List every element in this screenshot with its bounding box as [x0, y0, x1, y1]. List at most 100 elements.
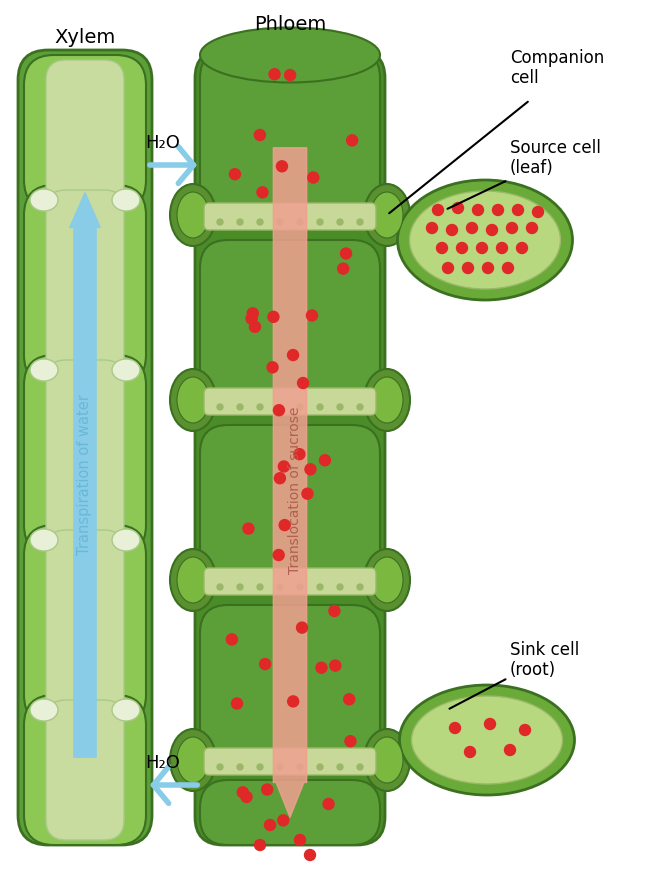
Circle shape	[432, 205, 443, 215]
Circle shape	[241, 791, 252, 803]
Circle shape	[357, 584, 363, 590]
FancyBboxPatch shape	[204, 203, 376, 230]
Circle shape	[337, 404, 343, 410]
Ellipse shape	[30, 699, 58, 721]
Ellipse shape	[30, 359, 58, 381]
Circle shape	[477, 243, 488, 253]
Circle shape	[337, 584, 343, 590]
FancyBboxPatch shape	[200, 780, 380, 845]
Ellipse shape	[371, 557, 403, 603]
Circle shape	[437, 243, 447, 253]
Ellipse shape	[371, 377, 403, 423]
FancyBboxPatch shape	[46, 360, 124, 550]
Circle shape	[288, 696, 299, 707]
Circle shape	[357, 219, 363, 225]
Circle shape	[275, 472, 285, 484]
Circle shape	[330, 660, 340, 671]
Circle shape	[516, 243, 527, 253]
Circle shape	[277, 219, 283, 225]
Circle shape	[249, 321, 260, 332]
Circle shape	[217, 404, 223, 410]
FancyBboxPatch shape	[46, 190, 124, 380]
FancyBboxPatch shape	[46, 60, 124, 205]
Circle shape	[426, 223, 437, 233]
Circle shape	[337, 764, 343, 770]
Circle shape	[229, 169, 240, 179]
Circle shape	[243, 523, 254, 534]
Ellipse shape	[177, 192, 209, 238]
Text: H₂O: H₂O	[146, 134, 180, 152]
Circle shape	[279, 519, 290, 531]
FancyBboxPatch shape	[24, 55, 146, 210]
Circle shape	[217, 584, 223, 590]
Text: H₂O: H₂O	[146, 754, 180, 772]
Circle shape	[302, 488, 313, 499]
Circle shape	[506, 223, 518, 233]
Circle shape	[357, 764, 363, 770]
Circle shape	[452, 202, 464, 214]
Circle shape	[467, 223, 477, 233]
Circle shape	[344, 694, 355, 705]
Circle shape	[297, 623, 307, 633]
FancyBboxPatch shape	[200, 240, 380, 400]
Circle shape	[493, 205, 503, 215]
Circle shape	[462, 262, 473, 274]
Circle shape	[317, 584, 323, 590]
Text: Companion
cell: Companion cell	[510, 49, 604, 87]
Circle shape	[345, 736, 356, 747]
Circle shape	[317, 219, 323, 225]
Circle shape	[533, 207, 544, 217]
Circle shape	[247, 308, 258, 319]
Circle shape	[305, 849, 316, 861]
Circle shape	[503, 262, 514, 274]
Circle shape	[297, 764, 303, 770]
Circle shape	[316, 662, 327, 673]
FancyBboxPatch shape	[204, 568, 376, 595]
Text: Xylem: Xylem	[55, 28, 116, 47]
Circle shape	[447, 224, 458, 236]
FancyArrowPatch shape	[70, 192, 100, 758]
Circle shape	[317, 404, 323, 410]
Circle shape	[268, 312, 279, 322]
Circle shape	[257, 219, 263, 225]
FancyBboxPatch shape	[200, 425, 380, 580]
FancyArrowPatch shape	[273, 147, 307, 818]
Circle shape	[255, 840, 266, 850]
FancyBboxPatch shape	[195, 50, 385, 845]
Circle shape	[297, 219, 303, 225]
Circle shape	[264, 819, 275, 831]
Circle shape	[277, 161, 288, 172]
Ellipse shape	[170, 369, 216, 431]
Ellipse shape	[112, 189, 140, 211]
Circle shape	[323, 798, 334, 810]
Ellipse shape	[364, 729, 410, 791]
FancyBboxPatch shape	[200, 605, 380, 760]
Circle shape	[288, 350, 299, 360]
FancyBboxPatch shape	[204, 748, 376, 775]
Circle shape	[279, 461, 290, 472]
Ellipse shape	[170, 549, 216, 611]
Ellipse shape	[371, 737, 403, 783]
Circle shape	[297, 404, 303, 410]
Text: Sink cell
(root): Sink cell (root)	[510, 640, 579, 679]
Circle shape	[465, 746, 475, 758]
Circle shape	[237, 404, 243, 410]
Ellipse shape	[112, 359, 140, 381]
Circle shape	[278, 815, 289, 826]
FancyBboxPatch shape	[200, 50, 380, 215]
Circle shape	[527, 223, 538, 233]
Circle shape	[497, 243, 508, 253]
Text: Transpiration of water: Transpiration of water	[77, 395, 92, 555]
FancyBboxPatch shape	[24, 355, 146, 555]
Circle shape	[298, 378, 309, 389]
Circle shape	[227, 634, 238, 645]
Circle shape	[237, 584, 243, 590]
Text: Source cell
(leaf): Source cell (leaf)	[510, 139, 601, 177]
FancyBboxPatch shape	[18, 50, 152, 845]
Circle shape	[346, 135, 357, 146]
Circle shape	[277, 764, 283, 770]
FancyBboxPatch shape	[204, 388, 376, 415]
Circle shape	[237, 219, 243, 225]
Circle shape	[217, 219, 223, 225]
Ellipse shape	[30, 189, 58, 211]
